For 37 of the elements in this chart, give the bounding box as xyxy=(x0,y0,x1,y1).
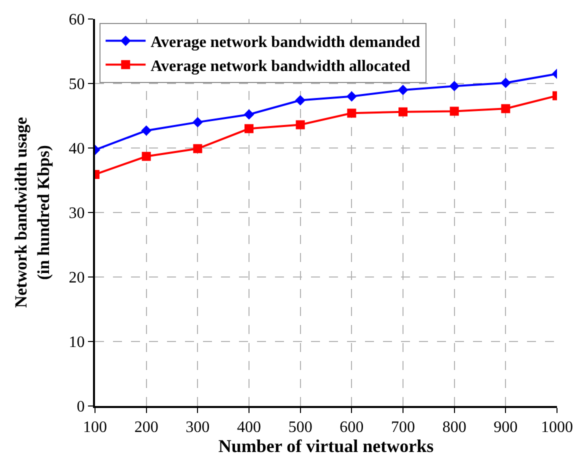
point xyxy=(500,78,511,88)
y-tick-label: 60 xyxy=(68,12,85,29)
point xyxy=(398,84,408,96)
point xyxy=(347,108,356,118)
y-tick-label: 0 xyxy=(76,398,85,416)
point xyxy=(501,104,510,114)
point xyxy=(398,107,408,116)
y-tick-label: 40 xyxy=(68,140,85,158)
x-tick-label: 900 xyxy=(494,419,518,436)
point xyxy=(141,125,152,136)
y-tick-label: 20 xyxy=(68,270,85,287)
y-tick-label: 30 xyxy=(68,205,85,222)
y-tick-label: 10 xyxy=(68,334,85,352)
point xyxy=(244,109,254,120)
x-tick-label: 300 xyxy=(186,419,210,436)
point xyxy=(193,144,202,154)
point xyxy=(296,120,305,130)
point xyxy=(450,106,459,116)
point xyxy=(449,80,460,92)
y-axis-title: Network bandwidth usage (in hundred Kbps) xyxy=(12,116,53,308)
x-tick-label: 1000 xyxy=(541,419,573,436)
point xyxy=(192,117,203,128)
x-tick-label: 600 xyxy=(340,419,364,436)
point xyxy=(244,124,254,134)
point xyxy=(295,95,306,106)
x-tick-label: 200 xyxy=(134,419,158,436)
point xyxy=(346,91,357,102)
legend-label: Average network bandwidth allocated xyxy=(150,58,410,75)
x-tick-label: 100 xyxy=(83,419,107,436)
x-axis-title: Number of virtual networks xyxy=(218,436,434,456)
point xyxy=(142,152,151,161)
y-tick-label: 50 xyxy=(68,76,85,94)
x-tick-label: 800 xyxy=(442,419,466,436)
legend-label: Average network bandwidth demanded xyxy=(150,34,420,52)
x-tick-label: 400 xyxy=(237,419,261,436)
x-tick-label: 700 xyxy=(391,419,415,436)
x-tick-label: 500 xyxy=(288,419,312,436)
